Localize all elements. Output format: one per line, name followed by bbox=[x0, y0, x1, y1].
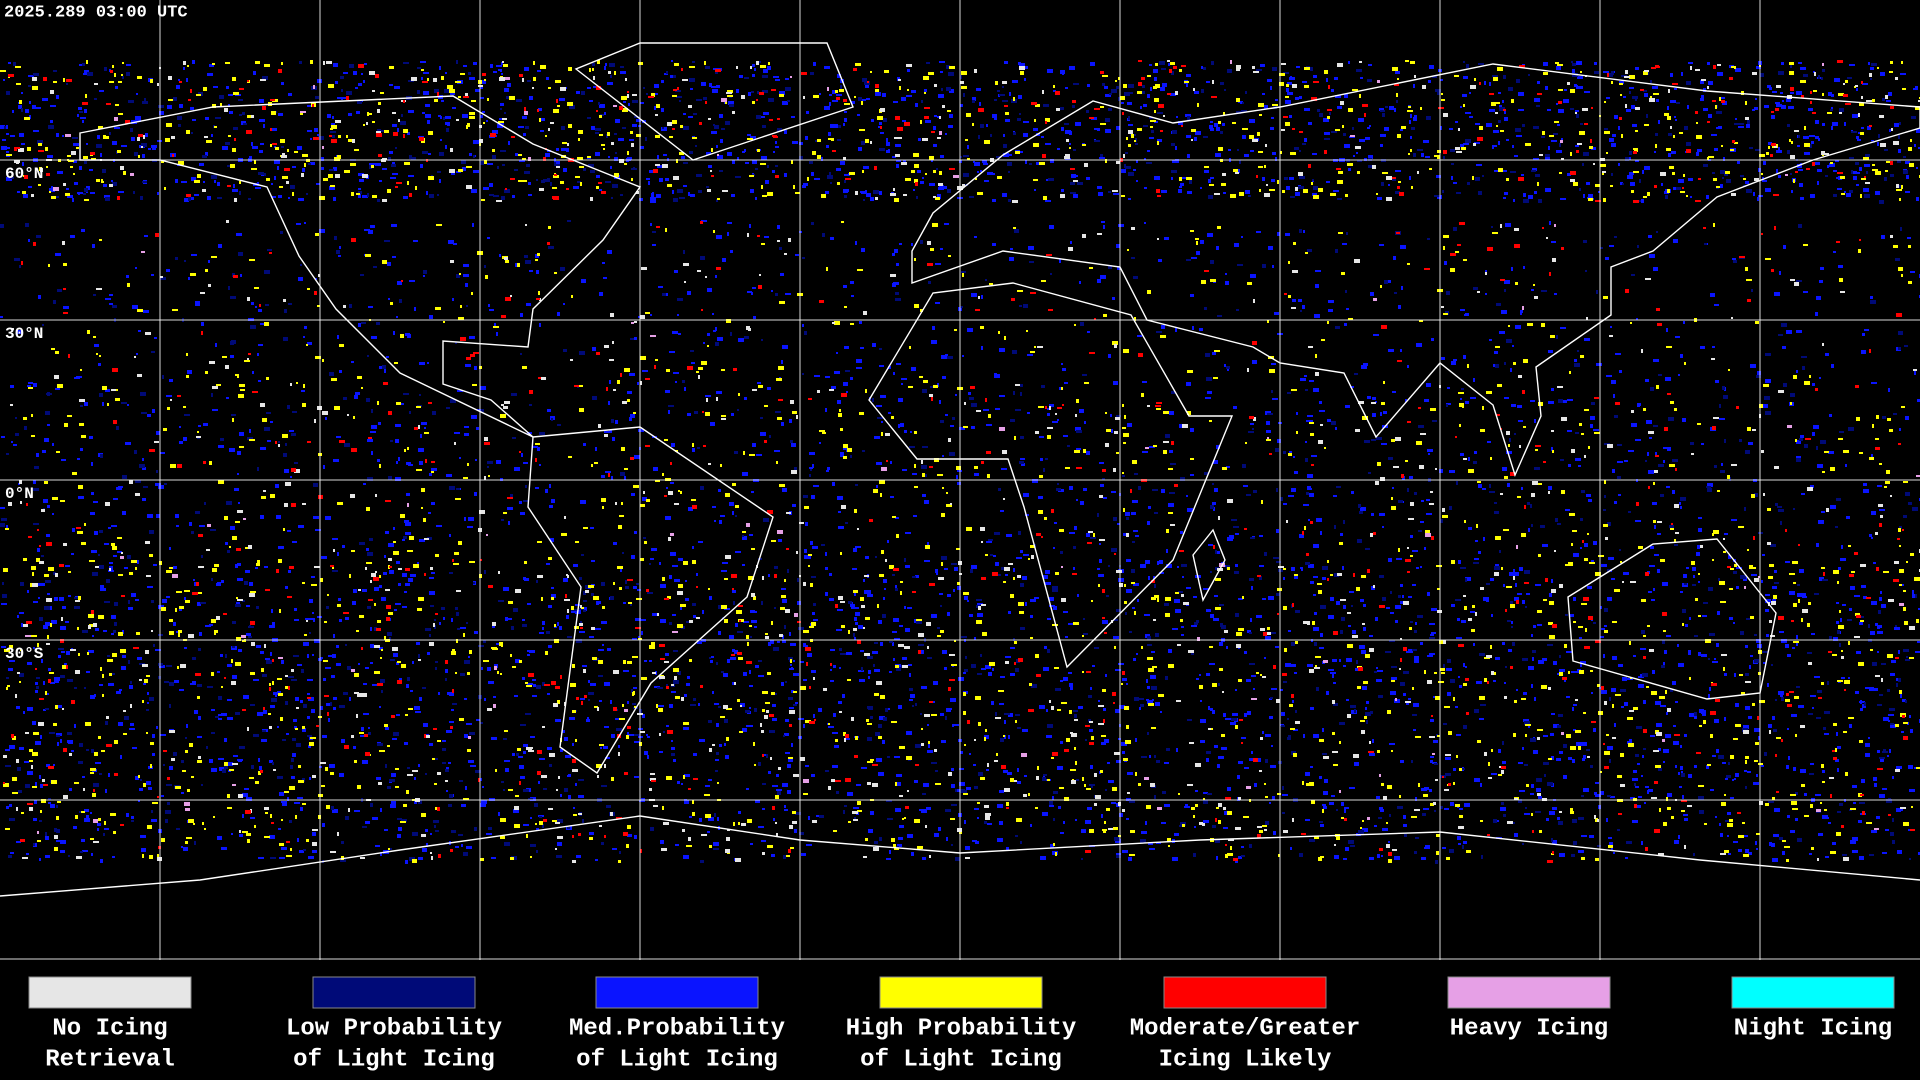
legend-label: of Light Icing bbox=[293, 1046, 495, 1073]
latitude-label: 30°N bbox=[5, 325, 43, 343]
coastline bbox=[574, 42, 854, 161]
legend-swatch bbox=[28, 976, 192, 1009]
coastline bbox=[79, 95, 642, 438]
latitude-label: 60°N bbox=[5, 165, 43, 183]
legend-label: Med.Probability bbox=[569, 1015, 785, 1042]
latitude-label: 0°N bbox=[5, 485, 34, 503]
latitude-labels: 60°N 30°N 0°N 30°S bbox=[5, 165, 44, 663]
legend-label: High Probability bbox=[846, 1015, 1076, 1042]
coastline bbox=[1567, 538, 1777, 700]
legend-label: Icing Likely bbox=[1159, 1046, 1332, 1073]
legend-swatch bbox=[595, 976, 759, 1009]
coastline bbox=[868, 282, 1234, 669]
legend-label: Heavy Icing bbox=[1450, 1015, 1608, 1042]
legend: No Icing Retrieval Low Probability of Light… bbox=[28, 976, 1895, 1073]
legend-swatch bbox=[312, 976, 476, 1009]
legend-label: No Icing bbox=[52, 1015, 167, 1042]
legend-swatch bbox=[1731, 976, 1895, 1009]
legend-label: of Light Icing bbox=[576, 1046, 778, 1073]
legend-swatch bbox=[1163, 976, 1327, 1009]
graticule bbox=[0, 0, 1920, 960]
coastline bbox=[911, 63, 1920, 477]
coastline bbox=[0, 815, 1920, 897]
legend-swatch bbox=[1447, 976, 1611, 1009]
legend-label: Night Icing bbox=[1734, 1015, 1892, 1042]
legend-label: Retrieval bbox=[45, 1046, 175, 1073]
coastline bbox=[1192, 528, 1226, 602]
legend-label: Low Probability bbox=[286, 1015, 502, 1042]
legend-label: of Light Icing bbox=[860, 1046, 1062, 1073]
legend-swatch bbox=[879, 976, 1043, 1009]
timestamp: 2025.289 03:00 UTC bbox=[4, 3, 188, 22]
legend-label: Moderate/Greater bbox=[1130, 1015, 1360, 1042]
coastlines bbox=[0, 42, 1920, 897]
coastline bbox=[527, 426, 774, 775]
latitude-label: 30°S bbox=[5, 645, 44, 663]
